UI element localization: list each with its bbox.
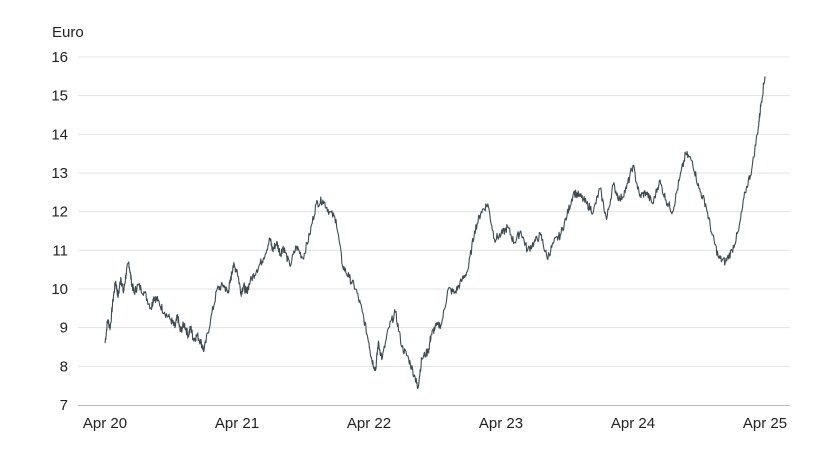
x-tick-label: Apr 24: [611, 415, 655, 432]
y-tick-label: 16: [51, 49, 68, 66]
y-tick-label: 9: [60, 320, 68, 337]
y-tick-label: 15: [51, 88, 68, 105]
y-tick-label: 13: [51, 165, 68, 182]
x-tick-label: Apr 25: [743, 415, 787, 432]
horizontal-gridlines: [78, 56, 790, 367]
y-axis-unit-label: Euro: [52, 24, 84, 41]
y-tick-label: 14: [51, 126, 68, 143]
x-tick-label: Apr 21: [215, 415, 259, 432]
x-axis-tick-labels: Apr 20 Apr 21 Apr 22 Apr 23 Apr 24 Apr 25: [83, 415, 787, 432]
y-tick-label: 10: [51, 281, 68, 298]
x-tick-label: Apr 20: [83, 415, 127, 432]
y-tick-label: 11: [52, 242, 68, 259]
y-tick-label: 7: [60, 397, 68, 414]
x-tick-label: Apr 23: [479, 415, 523, 432]
y-tick-label: 8: [60, 358, 68, 375]
y-axis-tick-labels: 7 8 9 10 11 12 13 14 15 16: [51, 49, 68, 414]
y-tick-label: 12: [51, 204, 68, 221]
price-series-line: [104, 76, 766, 389]
x-tick-label: Apr 22: [347, 415, 391, 432]
